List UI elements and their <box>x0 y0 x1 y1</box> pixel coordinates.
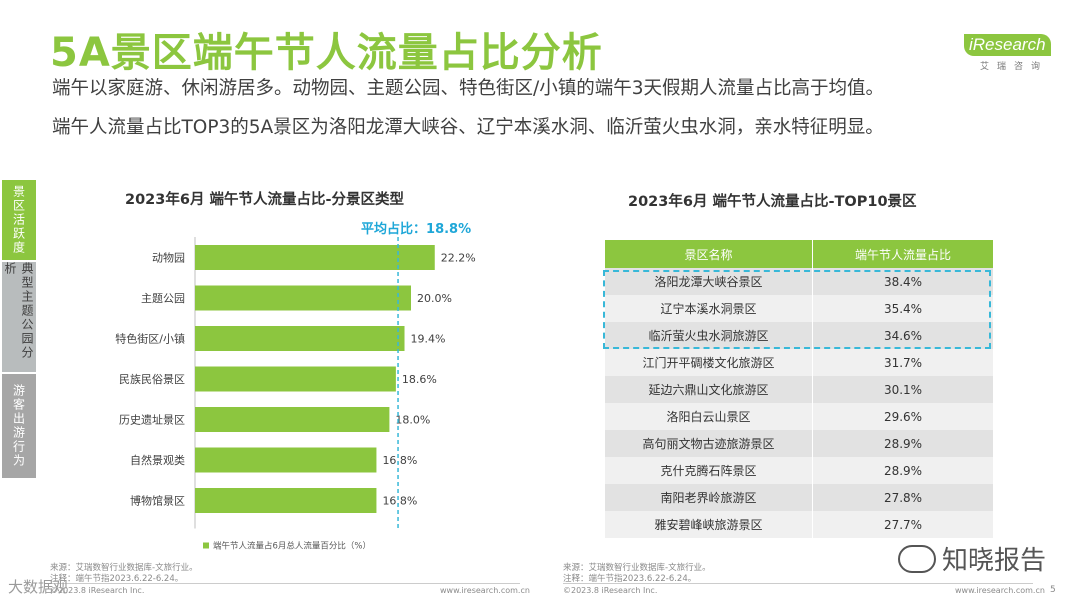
data-label: 18.0% <box>395 414 430 427</box>
category-label: 动物园 <box>152 251 185 265</box>
bar <box>195 285 411 311</box>
table-cell-name: 江门开平碉楼文化旅游区 <box>605 349 813 376</box>
bar <box>195 366 396 392</box>
table-cell-share: 35.4% <box>883 301 923 316</box>
table-row: 洛阳白云山景区 29.6% <box>605 403 993 430</box>
table-body: 洛阳龙潭大峡谷景区 38.4% 辽宁本溪水洞景区 35.4% 临沂萤火虫水洞旅游区 34.… <box>605 268 993 538</box>
table-cell-share: 34.6% <box>883 328 923 343</box>
bar <box>195 245 435 270</box>
table-cell-share: 31.7% <box>883 355 923 370</box>
table-header-share: 端午节人流量占比 <box>854 247 951 262</box>
wechat-icon <box>898 544 936 573</box>
table-row: 临沂萤火虫水洞旅游区 34.6% <box>605 322 993 349</box>
data-label: 19.4% <box>411 333 446 346</box>
side-tab-theme-park-analysis[interactable]: 典型主题公园分析 <box>2 262 36 372</box>
table-row: 洛阳龙潭大峡谷景区 38.4% <box>605 268 993 295</box>
data-label: 22.2% <box>441 252 476 265</box>
bar-chart-title: 2023年6月 端午节人流量占比-分景区类型 <box>125 192 405 208</box>
page-number: 5 <box>1050 585 1056 595</box>
watermark-text: 知晓报告 <box>942 546 1047 576</box>
iresearch-logo: iResearch 艾瑞咨询 <box>962 30 1054 72</box>
bar <box>195 488 377 513</box>
url-left[interactable]: www.iresearch.com.cn <box>440 586 530 595</box>
watermark-right: 知晓报告 <box>898 540 1046 577</box>
table-cell-share: 28.9% <box>883 463 923 478</box>
side-tab-scenic-activity[interactable]: 景区活跃度 <box>2 180 36 260</box>
table-cell-name: 洛阳龙潭大峡谷景区 <box>605 268 813 295</box>
category-label: 主题公园 <box>141 292 185 305</box>
note-line: 注释：端午节指2023.6.22-6.24。 <box>563 574 697 584</box>
url-right[interactable]: www.iresearch.com.cn <box>955 586 1045 595</box>
data-label: 16.8% <box>382 454 417 467</box>
table-cell-name: 延边六鼎山文化旅游区 <box>605 376 813 403</box>
top3-highlight-box <box>603 270 991 349</box>
copyright-right: ©2023.8 iResearch Inc. <box>563 586 658 595</box>
category-label: 博物馆景区 <box>130 494 185 508</box>
top10-table: 景区名称 端午节人流量占比 洛阳龙潭大峡谷景区 38.4% 辽宁本溪水洞景区 35.4… <box>605 240 993 538</box>
table-cell-name: 洛阳白云山景区 <box>605 403 813 430</box>
source-line: 来源：艾瑞数智行业数据库-文旅行业。 <box>563 563 711 573</box>
logo-wordmark: iResearch <box>964 34 1051 56</box>
table-chart-title: 2023年6月 端午节人流量占比-TOP10景区 <box>628 194 917 210</box>
table-cell-share: 30.1% <box>883 382 923 397</box>
table-cell-name: 南阳老界岭旅游区 <box>605 484 813 511</box>
table-cell-name: 克什克腾石阵景区 <box>605 457 813 484</box>
table-header-name: 景区名称 <box>605 240 813 268</box>
subtitle-line-2: 端午人流量占比TOP3的5A景区为洛阳龙潭大峡谷、辽宁本溪水洞、临沂萤火虫水洞，… <box>52 117 884 138</box>
table-cell-name: 高句丽文物古迹旅游景区 <box>605 430 813 457</box>
table-row: 克什克腾石阵景区 28.9% <box>605 457 993 484</box>
bar <box>195 447 377 473</box>
copyright-left: ©2023.8 iResearch Inc. <box>50 586 145 595</box>
data-label: 20.0% <box>417 292 452 305</box>
table-cell-name: 雅安碧峰峡旅游景区 <box>605 511 813 538</box>
table-row: 延边六鼎山文化旅游区 30.1% <box>605 376 993 403</box>
category-label: 自然景观类 <box>130 453 185 467</box>
bar <box>195 326 405 351</box>
table-cell-name: 辽宁本溪水洞景区 <box>605 295 813 322</box>
source-note-left: 来源：艾瑞数智行业数据库-文旅行业。 注释：端午节指2023.6.22-6.24… <box>50 563 198 585</box>
subtitle-line-1: 端午以家庭游、休闲游居多。动物园、主题公园、特色街区/小镇的端午3天假期人流量占… <box>52 78 885 99</box>
page-title: 5A景区端午节人流量占比分析 <box>50 30 603 76</box>
footer-divider-right <box>563 583 1033 584</box>
table-cell-share: 27.8% <box>883 490 923 505</box>
bar <box>195 407 390 432</box>
table-row: 雅安碧峰峡旅游景区 27.7% <box>605 511 993 538</box>
category-label: 民族民俗景区 <box>119 372 185 386</box>
note-line: 注释：端午节指2023.6.22-6.24。 <box>50 574 184 584</box>
source-note-right: 来源：艾瑞数智行业数据库-文旅行业。 注释：端午节指2023.6.22-6.24… <box>563 563 711 585</box>
category-label: 特色街区/小镇 <box>115 332 185 346</box>
data-label: 16.8% <box>382 495 417 508</box>
table-cell-name: 临沂萤火虫水洞旅游区 <box>605 322 813 349</box>
table-row: 江门开平碉楼文化旅游区 31.7% <box>605 349 993 376</box>
table-header: 景区名称 端午节人流量占比 <box>605 240 993 268</box>
watermark-left: 大数据观 <box>8 578 69 596</box>
average-label: 平均占比：18.8% <box>361 221 471 237</box>
table-row: 辽宁本溪水洞景区 35.4% <box>605 295 993 322</box>
table-cell-share: 38.4% <box>883 274 923 289</box>
data-label: 18.6% <box>402 373 437 386</box>
table-cell-share: 29.6% <box>883 409 923 424</box>
table-row: 高句丽文物古迹旅游景区 28.9% <box>605 430 993 457</box>
footer-divider-left <box>50 583 520 584</box>
legend-label: 端午节人流量占6月总人流量百分比（%） <box>213 541 371 552</box>
side-tab-tourist-behavior[interactable]: 游客出游行为 <box>2 374 36 478</box>
table-cell-share: 27.7% <box>883 517 923 532</box>
source-line: 来源：艾瑞数智行业数据库-文旅行业。 <box>50 563 198 573</box>
bar-chart: 动物园 22.2% 主题公园 20.0% 特色街区/小镇 19.4% 民族民俗景区 18.6%… <box>115 221 476 552</box>
logo-subtext: 艾瑞咨询 <box>980 62 1049 72</box>
legend-swatch <box>203 542 209 549</box>
table-cell-share: 28.9% <box>883 436 923 451</box>
category-label: 历史遗址景区 <box>119 413 185 427</box>
table-row: 南阳老界岭旅游区 27.8% <box>605 484 993 511</box>
